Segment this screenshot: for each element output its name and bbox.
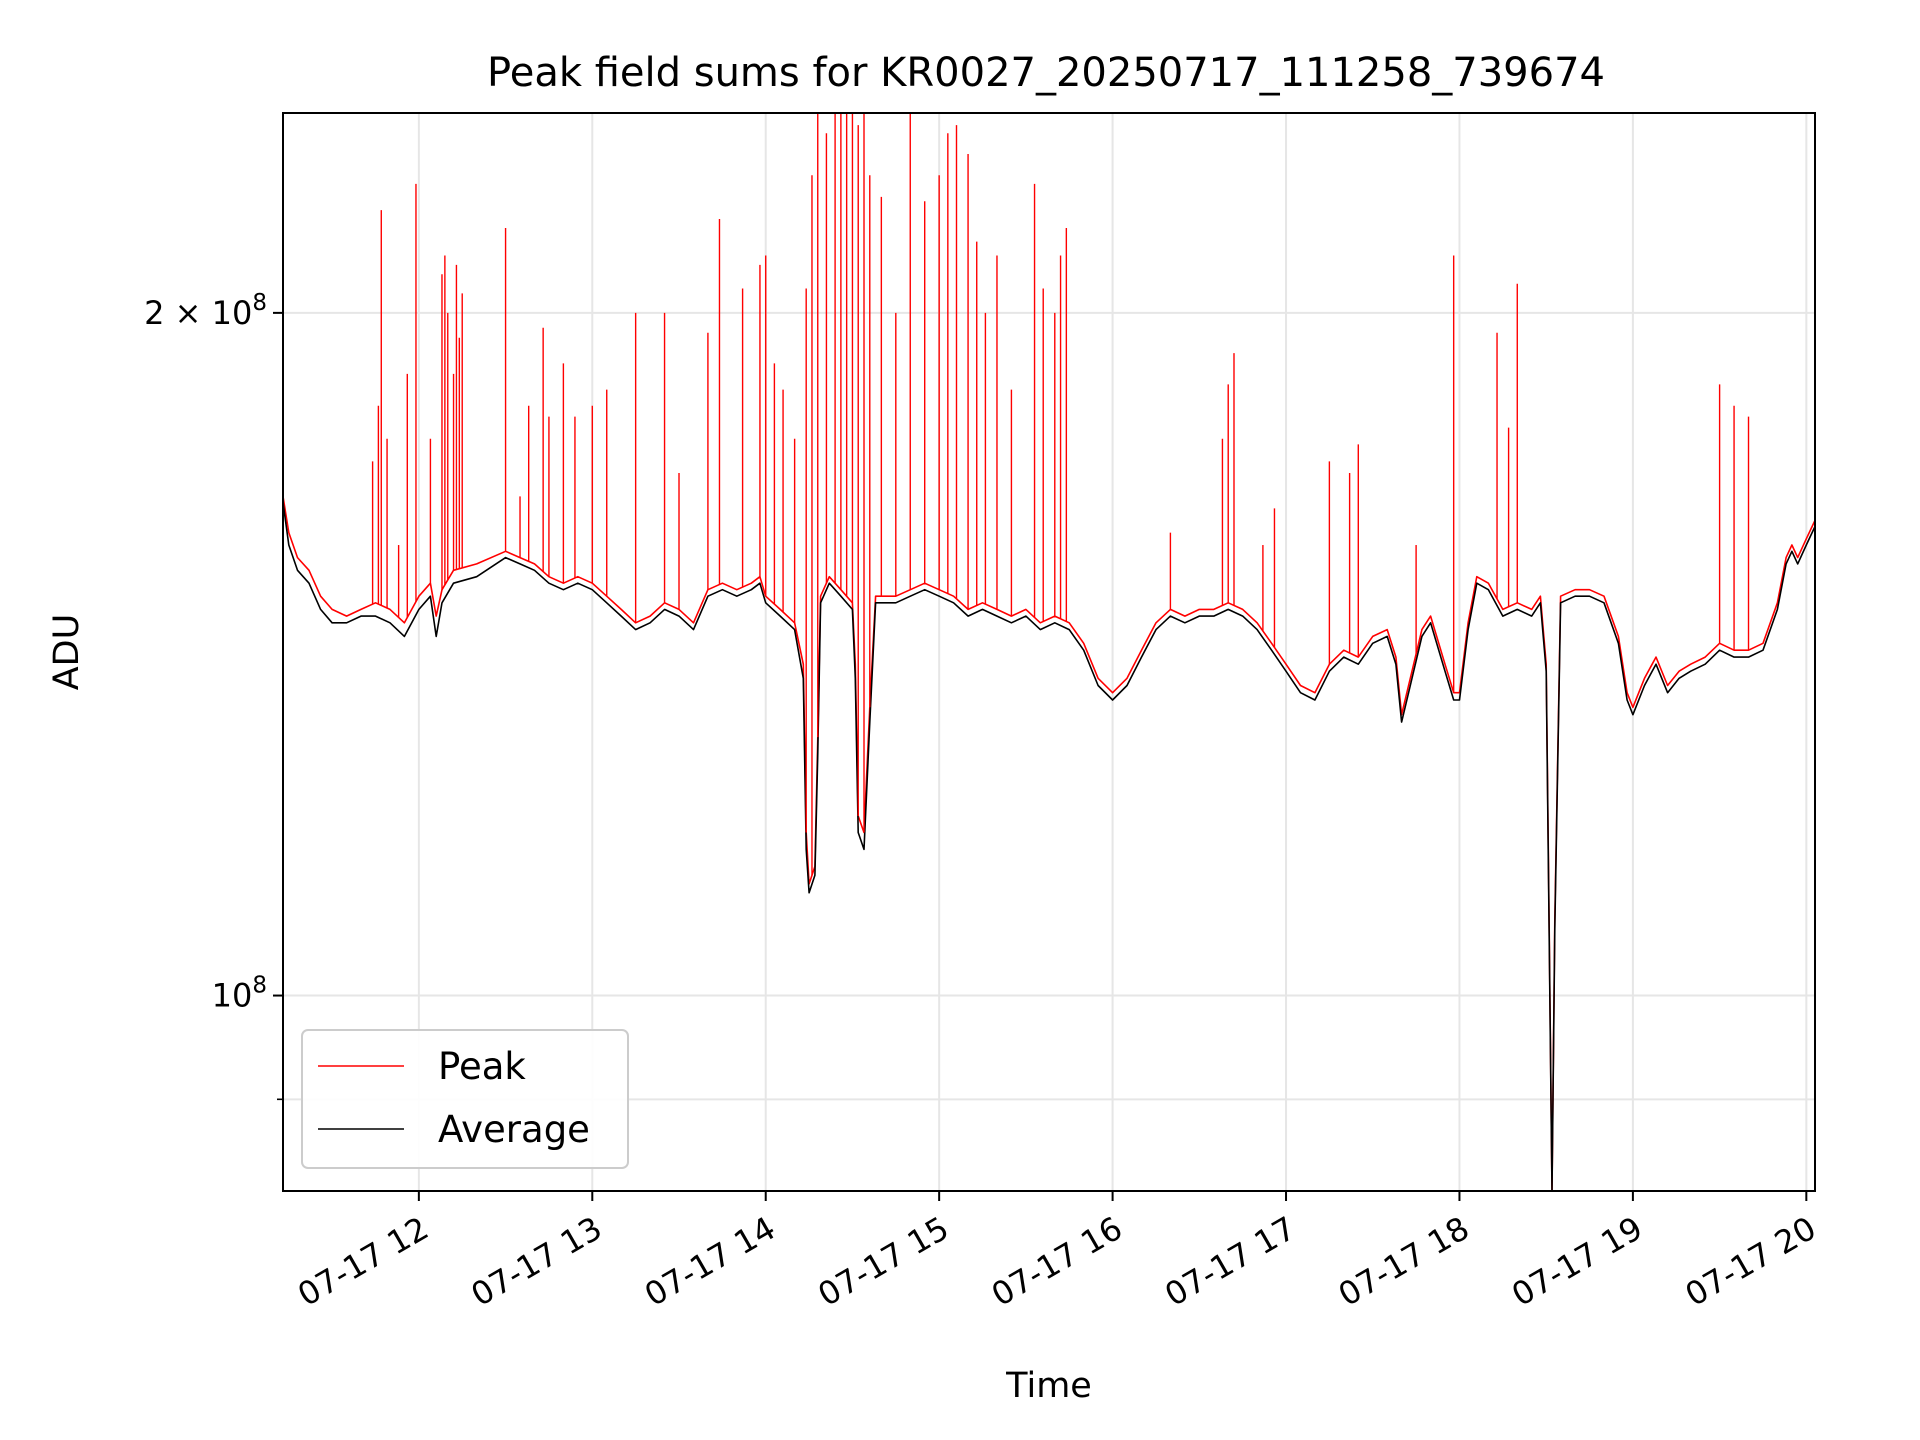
chart-title: Peak field sums for KR0027_20250717_1112… bbox=[487, 50, 1605, 96]
legend-label-peak: Peak bbox=[438, 1045, 526, 1088]
plot-frame bbox=[282, 112, 1816, 1192]
y-tick-base: 10 bbox=[212, 294, 253, 332]
series-line-peak bbox=[282, 496, 1816, 1192]
y-tick-base: 10 bbox=[212, 977, 253, 1015]
y-tick-exponent: 8 bbox=[252, 973, 267, 999]
legend: Peak Average bbox=[301, 1029, 629, 1169]
y-tick-exponent: 8 bbox=[252, 290, 267, 316]
series-line-average bbox=[282, 502, 1816, 1192]
y-tick-label: 2 × 108 bbox=[144, 290, 267, 332]
legend-box bbox=[301, 1029, 629, 1169]
legend-label-average: Average bbox=[438, 1108, 590, 1151]
y-tick-prefix: 2 × bbox=[144, 294, 212, 332]
grid-lines bbox=[283, 113, 1815, 1191]
y-axis-label: ADU bbox=[47, 614, 87, 691]
x-axis-label: Time bbox=[1005, 1366, 1092, 1406]
y-tick-label: 108 bbox=[212, 973, 267, 1015]
series-lines bbox=[282, 113, 1816, 1192]
